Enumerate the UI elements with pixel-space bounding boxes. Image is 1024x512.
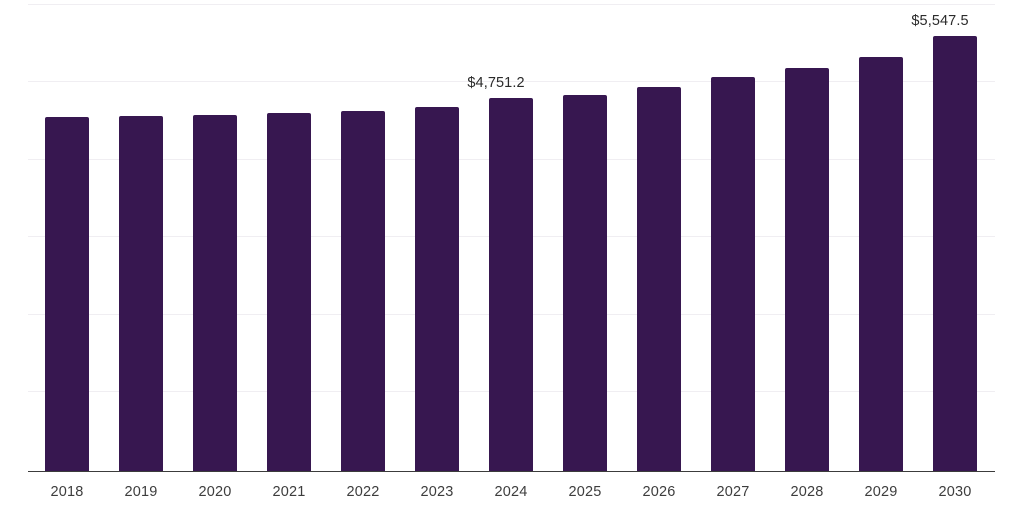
bar-group-2024: $4,751.2: [467, 0, 548, 471]
bar-group-2029: [844, 0, 918, 471]
bar-group-2018: [30, 0, 104, 471]
bar-2026[interactable]: [637, 87, 681, 471]
x-tick-2029: 2029: [864, 484, 898, 500]
bar-group-2025: [548, 0, 622, 471]
x-tick-2018: 2018: [50, 484, 84, 500]
gridline: [28, 4, 995, 5]
bar-2022[interactable]: [341, 111, 385, 471]
bar-group-2023: [400, 0, 474, 471]
gridline: [28, 81, 995, 82]
x-tick-2020: 2020: [198, 484, 232, 500]
bar-group-2022: [326, 0, 400, 471]
x-axis-line: [28, 470, 995, 472]
bar-2027[interactable]: [711, 76, 755, 471]
bar-2030[interactable]: [933, 35, 977, 471]
bar-group-2027: [696, 0, 770, 471]
x-tick-2022: 2022: [346, 484, 380, 500]
x-tick-2026: 2026: [642, 484, 676, 500]
bar-2020[interactable]: [193, 115, 237, 471]
bar-group-2020: [178, 0, 252, 471]
bar-group-2030: $5,547.5: [911, 0, 992, 471]
x-tick-2027: 2027: [716, 484, 750, 500]
bar-group-2019: [104, 0, 178, 471]
bar-2025[interactable]: [563, 95, 607, 471]
bar-2021[interactable]: [267, 113, 311, 471]
x-tick-2030: 2030: [938, 484, 972, 500]
bar-group-2028: [770, 0, 844, 471]
bar-2024[interactable]: [489, 98, 533, 471]
data-label-2030: $5,547.5: [911, 12, 969, 29]
x-tick-2019: 2019: [124, 484, 158, 500]
bar-2029[interactable]: [859, 56, 903, 471]
x-tick-2024: 2024: [494, 484, 528, 500]
bar-2019[interactable]: [119, 116, 163, 471]
data-label-2024: $4,751.2: [467, 75, 525, 92]
bar-2028[interactable]: [785, 67, 829, 471]
x-tick-2023: 2023: [420, 484, 454, 500]
bar-2018[interactable]: [45, 117, 89, 471]
bar-group-2026: [622, 0, 696, 471]
x-tick-2021: 2021: [272, 484, 306, 500]
x-tick-2025: 2025: [568, 484, 602, 500]
bar-2023[interactable]: [415, 107, 459, 471]
x-tick-2028: 2028: [790, 484, 824, 500]
bar-group-2021: [252, 0, 326, 471]
